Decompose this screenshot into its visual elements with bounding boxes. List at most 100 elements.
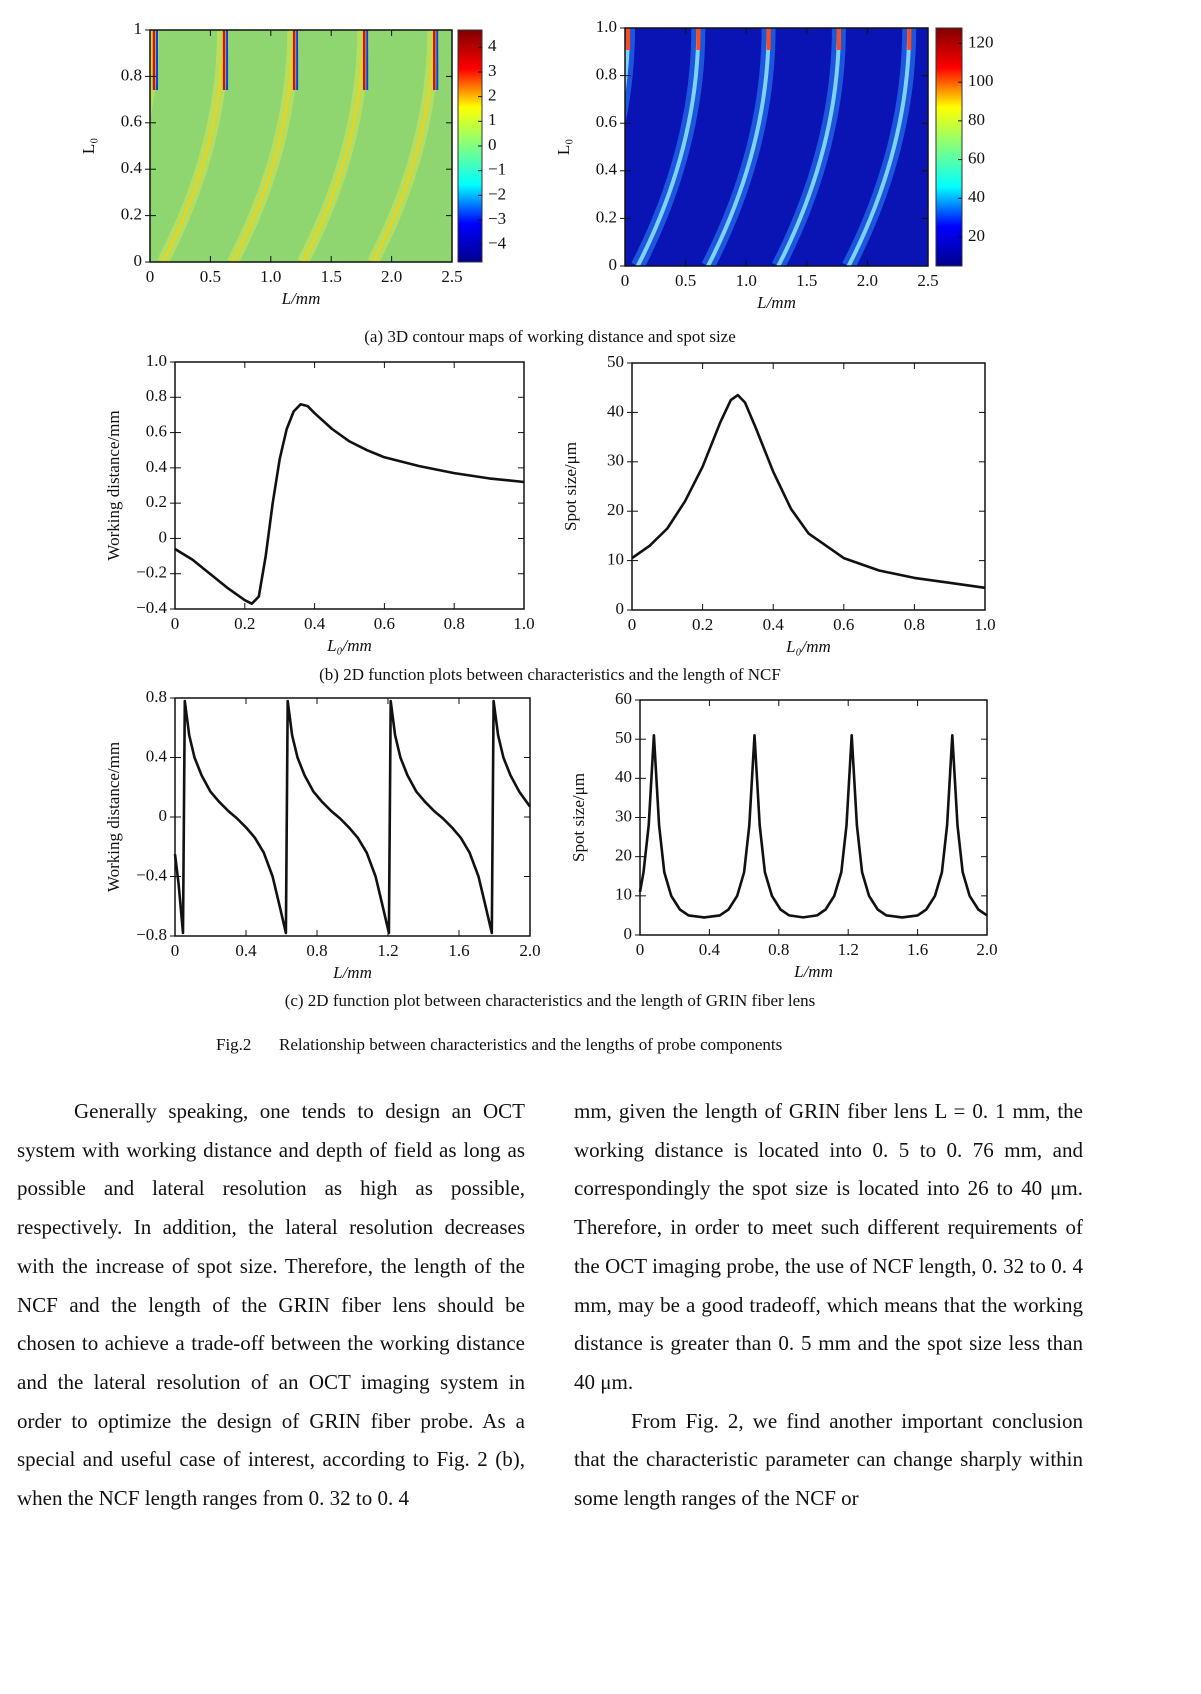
x-axis-label: L/mm [756, 293, 796, 312]
x-tick-label: 1.2 [377, 941, 398, 960]
y-tick-label: 0.4 [596, 160, 618, 179]
x-tick-label: 1.0 [736, 271, 757, 290]
colorbar-tick-label: 2 [488, 86, 497, 105]
x-tick-label: 0 [636, 940, 645, 959]
y-tick-label: 20 [607, 500, 624, 519]
x-tick-label: 0.6 [833, 615, 854, 634]
figure-label: Fig.2 [216, 1035, 251, 1054]
x-tick-label: 0 [621, 271, 630, 290]
plot-frame [631, 362, 986, 611]
subplot: −4 −3 −2 −1 0 1 2 3 4 0 0.5 1.0 1.5 2.0 2.5 0 0.2 0.4 0.6 0… [79, 19, 507, 308]
y-tick-label: 0.8 [146, 386, 167, 405]
x-tick-label: 0 [171, 941, 180, 960]
x-axis-label: L₀/mm [785, 637, 831, 656]
contour-field [150, 30, 452, 262]
y-tick-label: 50 [615, 728, 632, 747]
colorbar-tick-label: 120 [968, 32, 994, 51]
x-tick-label: 1.0 [260, 267, 281, 286]
y-tick-label: 0.2 [596, 207, 617, 226]
y-tick-label: 0.2 [146, 492, 167, 511]
figure: (a) 3D contour maps of working distance … [79, 17, 998, 1054]
y-axis-label: Working distance/mm [104, 410, 123, 560]
plot-frame [639, 699, 988, 936]
y-tick-label: 50 [607, 352, 624, 371]
colorbar-tick-label: −2 [488, 184, 506, 203]
y-tick-label: 1 [134, 19, 143, 38]
x-tick-label: 0.2 [692, 615, 713, 634]
colorbar [935, 27, 963, 267]
x-tick-label: 0 [171, 614, 180, 633]
x-tick-label: 1.6 [448, 941, 469, 960]
y-tick-label: 0.8 [596, 65, 617, 84]
streak-core [706, 28, 771, 266]
x-axis-label: L/mm [281, 289, 321, 308]
colorbar-tick-label: 20 [968, 226, 985, 245]
colorbar-tick-label: 4 [488, 36, 497, 55]
figure-caption: Relationship between characteristics and… [279, 1035, 782, 1054]
y-axis-label: L₀ [554, 139, 573, 155]
y-tick-label: 0 [609, 255, 618, 274]
colorbar-tick-label: 3 [488, 61, 497, 80]
y-tick-label: 1.0 [596, 17, 617, 36]
streak-core [625, 28, 631, 97]
x-tick-label: 0 [628, 615, 637, 634]
left-column: Generally speaking, one tends to design … [17, 1092, 525, 1518]
y-tick-label: 0.2 [121, 205, 142, 224]
streak-core [161, 30, 225, 262]
paragraph: From Fig. 2, we find another important c… [574, 1408, 1083, 1511]
y-tick-label: 10 [607, 550, 624, 569]
plot-frame [174, 361, 525, 610]
y-tick-label: 0.6 [146, 421, 167, 440]
x-tick-label: 2.0 [976, 940, 997, 959]
x-tick-label: 0.8 [306, 941, 327, 960]
y-tick-label: 40 [615, 767, 632, 786]
x-tick-label: 0.8 [444, 614, 465, 633]
y-tick-label: 0.4 [146, 457, 168, 476]
y-tick-label: 0 [159, 806, 168, 825]
y-tick-label: 0.6 [596, 112, 617, 131]
x-tick-label: 0.4 [235, 941, 257, 960]
y-tick-label: 0 [616, 599, 625, 618]
paragraph: Generally speaking, one tends to design … [17, 1099, 525, 1511]
plot-frame [624, 27, 929, 267]
x-axis-label: L/mm [332, 963, 372, 982]
y-tick-label: 0 [624, 924, 633, 943]
y-axis-label: Spot size/μm [561, 442, 580, 531]
x-tick-label: 1.0 [974, 615, 995, 634]
streak-core [776, 28, 841, 266]
y-tick-label: 0.6 [121, 112, 142, 131]
streak-core [231, 30, 295, 262]
x-axis-label: L/mm [793, 962, 833, 981]
y-tick-label: 0.8 [121, 65, 142, 84]
x-tick-label: 0.8 [904, 615, 925, 634]
y-tick-label: 40 [607, 401, 624, 420]
colorbar-tick-label: −1 [488, 160, 506, 179]
x-tick-label: 0.4 [699, 940, 721, 959]
y-tick-label: 0 [159, 527, 168, 546]
y-tick-label: −0.8 [136, 925, 167, 944]
x-tick-label: 1.5 [796, 271, 817, 290]
colorbar-tick-label: 80 [968, 110, 985, 129]
y-tick-label: 0.4 [146, 746, 168, 765]
subcaption: (a) 3D contour maps of working distance … [364, 327, 736, 346]
streak-core [846, 28, 912, 266]
y-tick-label: 0.4 [121, 158, 143, 177]
x-tick-label: 0.8 [768, 940, 789, 959]
contour-streaks [625, 28, 917, 266]
colorbar-tick-label: 60 [968, 148, 985, 167]
y-tick-label: 0.8 [146, 687, 167, 706]
x-tick-label: 0.5 [675, 271, 696, 290]
y-tick-label: −0.4 [136, 598, 167, 617]
y-tick-label: 1.0 [146, 351, 167, 370]
x-tick-label: 1.5 [321, 267, 342, 286]
curve [173, 699, 532, 935]
subplot: 0 0.4 0.8 1.2 1.6 2.0 −0.8 −0.4 0 0.4 0.8 L/mm Worki… [104, 687, 541, 982]
x-tick-label: 2.5 [441, 267, 462, 286]
x-tick-label: 2.0 [519, 941, 540, 960]
contour-streaks [150, 30, 440, 262]
y-tick-label: 30 [607, 451, 624, 470]
y-tick-label: 30 [615, 806, 632, 825]
curve [174, 403, 525, 605]
x-axis-label: L₀/mm [326, 636, 372, 655]
